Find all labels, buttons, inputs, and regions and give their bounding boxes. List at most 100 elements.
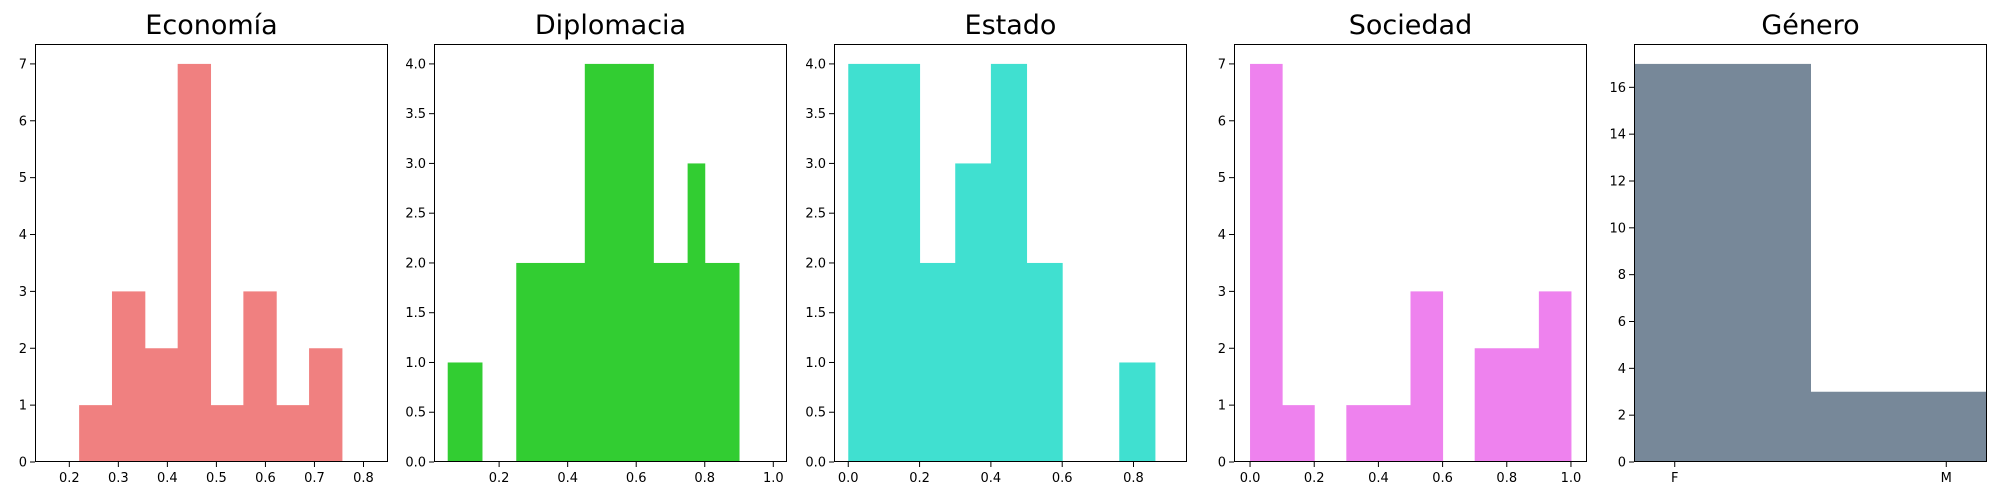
chart-5-ytick-label-0: 0 <box>1618 456 1626 471</box>
chart-3-xtick-label-2: 0.4 <box>981 471 1002 486</box>
chart-5-ytick-label-1: 2 <box>1618 409 1626 424</box>
chart-3-frame <box>834 44 1187 462</box>
chart-4-xtick-label-3: 0.6 <box>1432 471 1453 486</box>
chart-5-ytick-label-2: 4 <box>1618 362 1626 377</box>
chart-1-xtick-label-5: 0.7 <box>304 471 325 486</box>
chart-5-xtick-label-1: M <box>1941 471 1952 486</box>
chart-2-ytick-label-7: 3.5 <box>405 107 426 122</box>
chart-5-bars <box>1634 63 1987 462</box>
chart-1-xtick-label-6: 0.8 <box>353 471 374 486</box>
chart-2-ytick-label-2: 1.0 <box>405 356 426 371</box>
chart-4-bars <box>1250 63 1572 462</box>
chart-1-bar-1 <box>111 291 146 462</box>
chart-3-ytick-label-5: 2.5 <box>805 207 826 222</box>
chart-2-bar-8 <box>704 262 740 462</box>
chart-5-bar-1 <box>1810 391 1987 462</box>
chart-3-ytick-label-2: 1.0 <box>805 356 826 371</box>
chart-4-title: Sociedad <box>1349 10 1472 41</box>
chart-3-ytick-label-8: 4.0 <box>805 57 826 72</box>
chart-3-ytick-label-1: 0.5 <box>805 406 826 421</box>
chart-4-ytick-label-3: 3 <box>1218 285 1226 300</box>
chart-1-xtick-label-4: 0.6 <box>255 471 276 486</box>
chart-5-frame <box>1634 44 1987 462</box>
chart-1: Economía 0.2 0.3 0.4 0.5 0.6 0.7 0.8 0 1 2 3 4 5 6 7 <box>19 10 388 486</box>
chart-4-ytick-label-4: 4 <box>1218 228 1226 243</box>
chart-3-bar-4 <box>1026 262 1063 462</box>
chart-3-bar-3 <box>990 63 1028 462</box>
chart-1-bar-3 <box>177 63 212 462</box>
chart-1-bar-0 <box>79 405 113 462</box>
chart-2-bars <box>447 63 740 462</box>
chart-3-bar-1 <box>919 262 956 462</box>
chart-2-bar-6 <box>653 262 689 462</box>
chart-5-ytick-label-7: 14 <box>1609 128 1626 143</box>
chart-2-bar-3 <box>550 262 586 462</box>
chart-1-ytick-label-3: 3 <box>19 285 27 300</box>
chart-2-frame <box>434 44 787 462</box>
chart-1-bar-6 <box>276 405 310 462</box>
chart-2-ytick-label-0: 0.0 <box>405 456 426 471</box>
chart-4-xtick-label-0: 0.0 <box>1240 471 1261 486</box>
chart-4-xtick-label-2: 0.4 <box>1368 471 1389 486</box>
chart-3-title: Estado <box>965 10 1057 41</box>
chart-2: Diplomacia 0.2 0.4 0.6 0.8 1.0 0.0 0.5 1.0 1.5 2.0… <box>405 10 787 486</box>
chart-5-ytick-label-8: 16 <box>1609 81 1626 96</box>
chart-5-title: Género <box>1761 10 1859 41</box>
chart-4-ytick-label-0: 0 <box>1218 456 1226 471</box>
chart-1-bar-4 <box>210 405 244 462</box>
chart-2-xtick-label-4: 1.0 <box>763 471 784 486</box>
chart-2-xtick-label-0: 0.2 <box>489 471 510 486</box>
chart-2-ytick-label-1: 0.5 <box>405 406 426 421</box>
chart-1-bar-5 <box>243 291 277 462</box>
chart-5-bar-0 <box>1634 63 1811 462</box>
chart-3-ytick-label-4: 2.0 <box>805 256 826 271</box>
chart-4-frame <box>1234 44 1587 462</box>
chart-2-ytick-label-6: 3.0 <box>405 157 426 172</box>
chart-2-ytick-label-4: 2.0 <box>405 256 426 271</box>
chart-4-xtick-label-5: 1.0 <box>1561 471 1582 486</box>
chart-4-ytick-label-1: 1 <box>1218 399 1226 414</box>
chart-4-ytick-label-7: 7 <box>1218 57 1226 72</box>
chart-4-bar-3 <box>1410 291 1444 462</box>
chart-5-ytick-label-5: 10 <box>1609 221 1626 236</box>
chart-1-title: Economía <box>145 10 277 41</box>
chart-5-ytick-label-6: 12 <box>1609 174 1626 189</box>
chart-1-ytick-label-2: 2 <box>19 342 27 357</box>
chart-1-xtick-label-1: 0.3 <box>108 471 129 486</box>
chart-2-xtick-label-1: 0.4 <box>557 471 578 486</box>
chart-4-bar-0 <box>1250 63 1283 462</box>
chart-5-xtick-label-0: F <box>1671 471 1678 486</box>
chart-3-xtick-label-4: 0.8 <box>1123 471 1144 486</box>
chart-3-xtick-label-0: 0.0 <box>838 471 859 486</box>
chart-5: Género F M 0 2 4 6 8 10 12 14 16 <box>1609 10 1987 486</box>
chart-2-title: Diplomacia <box>535 10 686 41</box>
chart-4-ytick-label-2: 2 <box>1218 342 1226 357</box>
chart-4-bar-1 <box>1282 405 1315 462</box>
chart-3-bar-5 <box>1119 362 1156 462</box>
chart-1-bar-2 <box>144 348 179 462</box>
chart-3-bars <box>848 63 1156 462</box>
chart-1-ytick-label-5: 5 <box>19 171 27 186</box>
chart-1-ytick-label-4: 4 <box>19 228 27 243</box>
chart-1-ytick-label-1: 1 <box>19 399 27 414</box>
chart-1-xtick-label-3: 0.5 <box>206 471 227 486</box>
chart-2-ytick-label-8: 4.0 <box>405 57 426 72</box>
chart-3-ytick-label-0: 0.0 <box>805 456 826 471</box>
chart-1-ytick-label-0: 0 <box>19 456 27 471</box>
chart-3-xtick-label-1: 0.2 <box>909 471 930 486</box>
chart-3-bar-2 <box>955 163 992 462</box>
chart-3-ytick-label-3: 1.5 <box>805 306 826 321</box>
chart-2-bar-2 <box>516 262 552 462</box>
chart-2-bar-7 <box>687 163 706 462</box>
chart-1-xtick-label-2: 0.4 <box>157 471 178 486</box>
chart-1-bars <box>79 63 343 462</box>
chart-4-ytick-label-5: 5 <box>1218 171 1226 186</box>
chart-1-bar-7 <box>309 348 343 462</box>
chart-1-ytick-label-6: 6 <box>19 114 27 129</box>
chart-2-xtick-label-3: 0.8 <box>694 471 715 486</box>
chart-4-xtick-label-1: 0.2 <box>1304 471 1325 486</box>
chart-4-ytick-label-6: 6 <box>1218 114 1226 129</box>
chart-1-xtick-label-0: 0.2 <box>59 471 80 486</box>
chart-1-ytick-label-7: 7 <box>19 57 27 72</box>
